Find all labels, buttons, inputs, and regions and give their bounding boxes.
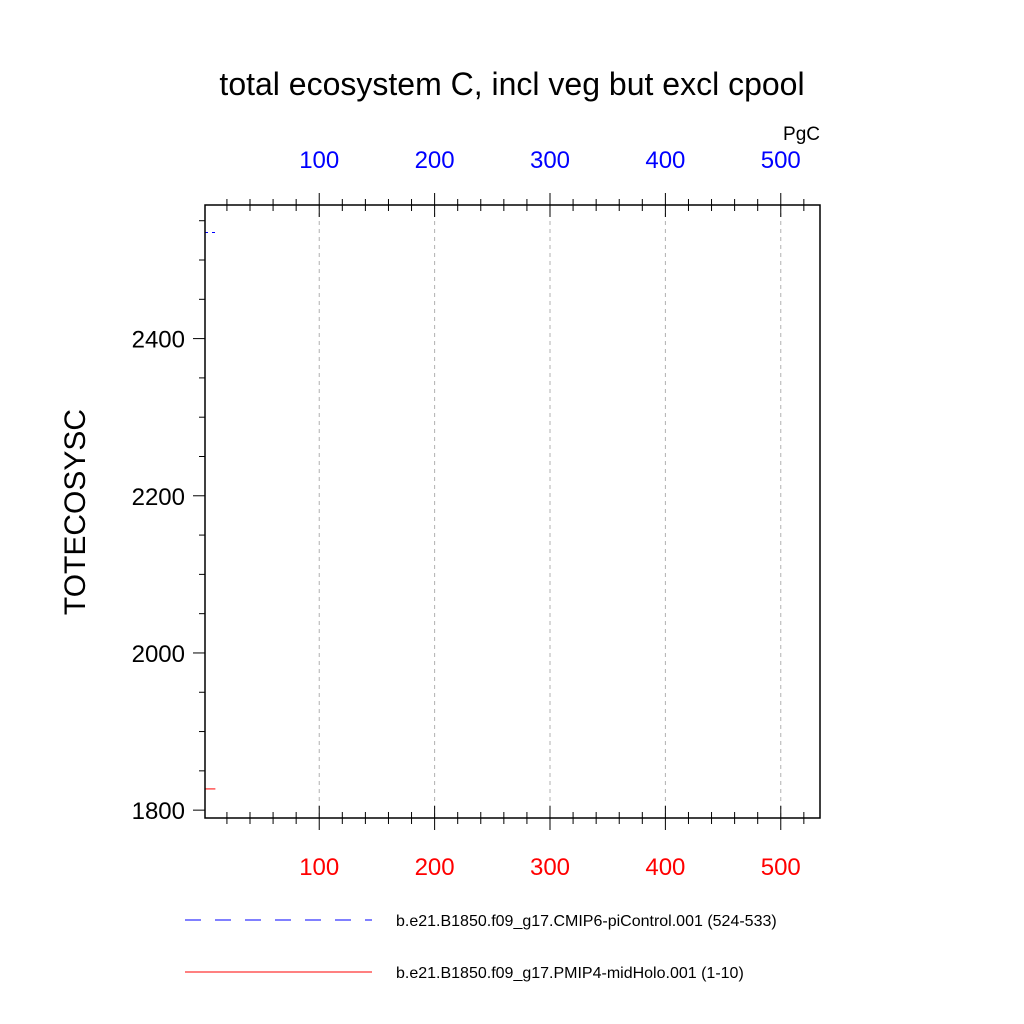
y-tick-label: 1800 bbox=[132, 798, 185, 825]
y-tick-label: 2000 bbox=[132, 641, 185, 668]
y-tick-label: 2200 bbox=[132, 484, 185, 511]
chart-title: total ecosystem C, incl veg but excl cpo… bbox=[219, 66, 804, 102]
x-bottom-tick-label: 400 bbox=[645, 854, 685, 881]
plot-frame bbox=[204, 204, 821, 819]
tick-marks bbox=[193, 193, 805, 830]
legend-label-2: b.e21.B1850.f09_g17.PMIP4-midHolo.001 (1… bbox=[396, 965, 744, 982]
x-top-tick-label: 500 bbox=[761, 147, 801, 174]
x-bottom-tick-label: 500 bbox=[761, 854, 801, 881]
units-label: PgC bbox=[783, 124, 820, 145]
series-layer bbox=[205, 232, 216, 790]
legend: b.e21.B1850.f09_g17.CMIP6-piControl.001 … bbox=[185, 913, 777, 982]
x-top-tick-label: 200 bbox=[415, 147, 455, 174]
x-top-tick-label: 400 bbox=[645, 147, 685, 174]
tick-labels: 100 200 300 400 500 100 200 300 400 500 1800 2000 22… bbox=[132, 147, 801, 881]
x-bottom-tick-label: 200 bbox=[415, 854, 455, 881]
legend-label-1: b.e21.B1850.f09_g17.CMIP6-piControl.001 … bbox=[396, 913, 777, 930]
x-top-tick-label: 100 bbox=[299, 147, 339, 174]
y-axis-label: TOTECOSYSC bbox=[59, 409, 92, 615]
grid-lines bbox=[318, 205, 782, 818]
x-bottom-tick-label: 300 bbox=[530, 854, 570, 881]
x-bottom-tick-label: 100 bbox=[299, 854, 339, 881]
y-tick-label: 2400 bbox=[132, 327, 185, 354]
x-top-tick-label: 300 bbox=[530, 147, 570, 174]
